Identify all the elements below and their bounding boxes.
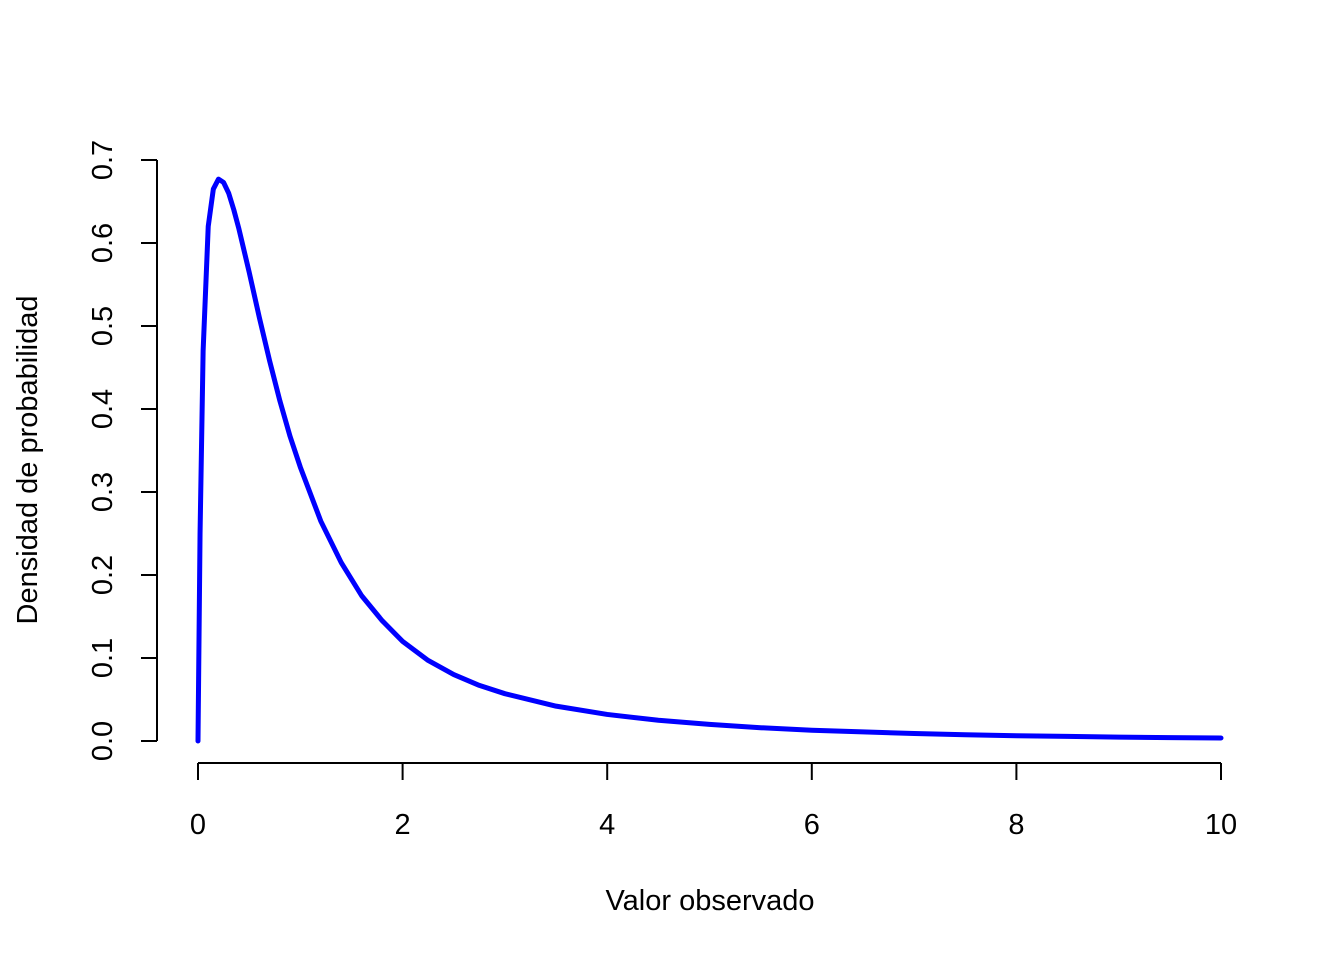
- x-axis-ticks: 0 2 4 6 8 10: [190, 763, 1237, 841]
- y-tick-label: 0.7: [87, 140, 119, 180]
- x-tick-label: 8: [1008, 809, 1024, 841]
- y-tick-label: 0.5: [87, 306, 119, 346]
- x-tick-label: 6: [804, 809, 820, 841]
- y-axis-ticks: 0.0 0.1 0.2 0.3 0.4 0.5 0.6 0.7: [87, 140, 157, 761]
- y-tick-label: 0.3: [87, 472, 119, 512]
- y-tick-label: 0.6: [87, 223, 119, 263]
- y-axis-title: Densidad de probabilidad: [12, 296, 44, 625]
- x-tick-label: 10: [1205, 809, 1237, 841]
- x-tick-label: 0: [190, 809, 206, 841]
- x-tick-label: 4: [599, 809, 615, 841]
- y-tick-label: 0.2: [87, 555, 119, 595]
- series-layer: [195, 176, 1224, 744]
- y-tick-label: 0.0: [87, 721, 119, 761]
- y-tick-label: 0.4: [87, 389, 119, 429]
- y-tick-label: 0.1: [87, 638, 119, 678]
- density-curve: [195, 176, 1224, 744]
- x-tick-label: 2: [395, 809, 411, 841]
- x-axis-title: Valor observado: [605, 885, 814, 917]
